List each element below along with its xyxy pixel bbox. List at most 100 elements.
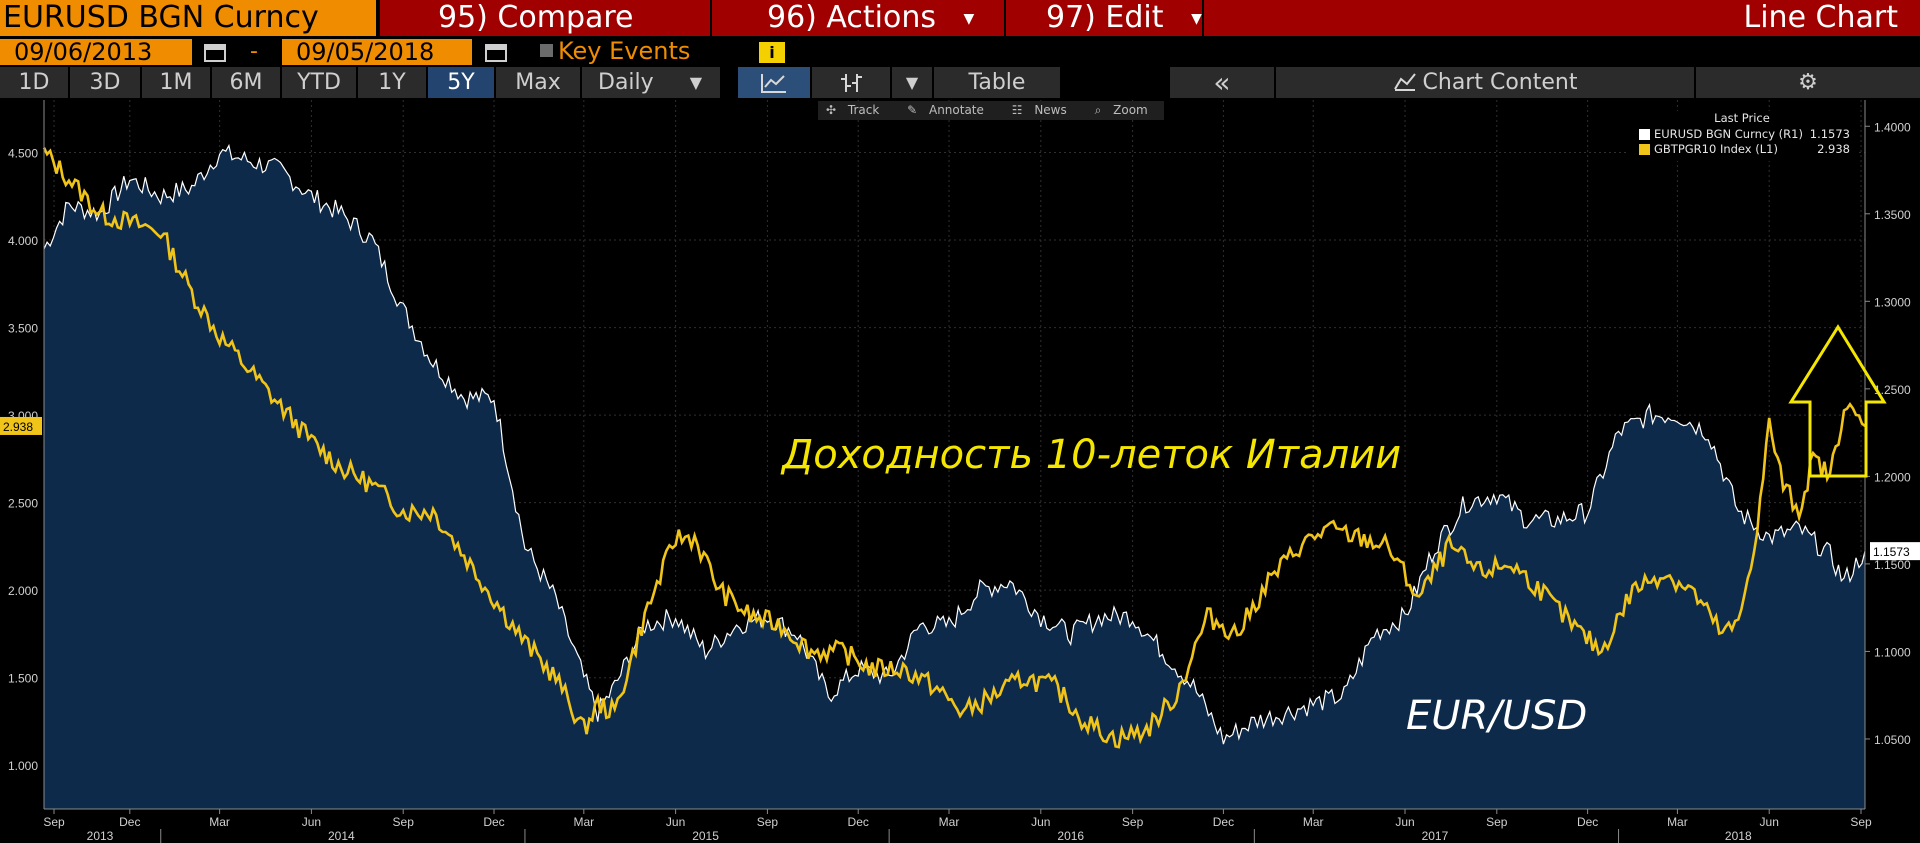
frequency-select[interactable]: Daily ▼ xyxy=(582,67,720,98)
chart-content-button[interactable]: Chart Content xyxy=(1276,67,1694,98)
legend-name-yield: GBTPGR10 Index (L1) xyxy=(1654,142,1778,156)
collapse-button[interactable]: « xyxy=(1170,67,1274,98)
start-date-field[interactable]: 09/06/2013 xyxy=(0,39,192,65)
right-tick-label: 1.2500 xyxy=(1874,383,1911,397)
period-5y-button[interactable]: 5Y xyxy=(428,67,494,98)
edit-menu-label: 97) Edit xyxy=(1046,0,1164,35)
left-tick-label: 2.000 xyxy=(8,584,38,598)
chevron-down-icon[interactable]: ▼ xyxy=(892,67,932,98)
last-value-left: 2.938 xyxy=(3,420,33,434)
x-tick-label: Mar xyxy=(939,815,960,829)
date-separator: - xyxy=(250,39,258,64)
gear-icon: ⚙ xyxy=(1798,70,1818,95)
italy-yield-annotation: Доходность 10-леток Италии xyxy=(782,432,1402,478)
x-tick-label: Jun xyxy=(1760,815,1779,829)
legend-value-eurusd: 1.1573 xyxy=(1809,127,1850,141)
period-6m-button[interactable]: 6M xyxy=(212,67,280,98)
x-tick-label: Jun xyxy=(666,815,685,829)
period-1m-button[interactable]: 1M xyxy=(142,67,210,98)
x-tick-label: Sep xyxy=(1122,815,1144,829)
line-chart: 1.0001.5002.0002.5003.0003.5004.0004.500… xyxy=(0,100,1920,843)
period-max-button[interactable]: Max xyxy=(496,67,580,98)
x-tick-label: Dec xyxy=(483,815,504,829)
chevron-down-icon: ▼ xyxy=(1191,10,1202,27)
edit-menu[interactable]: 97) Edit ▼ xyxy=(1006,0,1202,36)
bar-chart-mode-button[interactable] xyxy=(812,67,890,98)
x-tick-label: Mar xyxy=(1303,815,1324,829)
line-chart-mode-button[interactable] xyxy=(738,67,810,98)
news-tool[interactable]: ☷ News xyxy=(1011,103,1067,117)
actions-menu-label: 96) Actions xyxy=(767,0,936,35)
x-tick-label: Jun xyxy=(302,815,321,829)
x-tick-label: Mar xyxy=(209,815,230,829)
calendar-icon[interactable] xyxy=(204,42,226,62)
right-tick-label: 1.1500 xyxy=(1874,558,1911,572)
legend-value-yield: 2.938 xyxy=(1817,142,1850,156)
right-tick-label: 1.3500 xyxy=(1874,208,1911,222)
legend-swatch-eurusd xyxy=(1639,129,1650,140)
chevron-down-icon: ▼ xyxy=(963,10,975,27)
last-value-tag-left xyxy=(0,416,42,435)
x-tick-label: Dec xyxy=(119,815,140,829)
line-chart-icon xyxy=(761,74,786,93)
period-1y-button[interactable]: 1Y xyxy=(358,67,426,98)
calendar-icon[interactable] xyxy=(485,42,507,62)
x-tick-label: Mar xyxy=(573,815,594,829)
year-label: 2014 xyxy=(328,829,355,843)
key-events-label: Key Events xyxy=(558,37,691,65)
compare-menu-label: 95) Compare xyxy=(438,0,634,35)
eurusd-area xyxy=(44,145,1865,810)
x-tick-label: Jun xyxy=(1395,815,1414,829)
period-3d-button[interactable]: 3D xyxy=(70,67,140,98)
chart-mini-toolbar: ✣ Track ✎ Annotate ☷ News ⌕ Zoom xyxy=(818,101,1164,120)
right-tick-label: 1.3000 xyxy=(1874,295,1911,309)
year-label: 2015 xyxy=(692,829,719,843)
x-tick-label: Dec xyxy=(1577,815,1598,829)
ohlc-bars-icon xyxy=(841,74,862,92)
legend-title: Last Price xyxy=(1714,111,1770,125)
legend: Last Price EURUSD BGN Curncy (R1) 1.1573… xyxy=(1628,111,1856,161)
track-tool[interactable]: ✣ Track xyxy=(826,103,880,117)
actions-menu[interactable]: 96) Actions ▼ xyxy=(712,0,1004,36)
year-label: 2017 xyxy=(1422,829,1449,843)
right-tick-label: 1.2000 xyxy=(1874,470,1911,484)
x-tick-label: Jun xyxy=(1031,815,1050,829)
eurusd-line xyxy=(43,143,1866,745)
x-tick-label: Sep xyxy=(1486,815,1508,829)
x-tick-label: Dec xyxy=(1213,815,1234,829)
left-tick-label: 1.500 xyxy=(8,672,38,686)
period-ytd-button[interactable]: YTD xyxy=(282,67,356,98)
x-tick-label: Sep xyxy=(1850,815,1872,829)
ticker-field[interactable]: EURUSD BGN Curncy xyxy=(0,0,376,36)
title-bar: EURUSD BGN Curncy 95) Compare 96) Action… xyxy=(0,0,1920,37)
settings-button[interactable]: ⚙ xyxy=(1696,67,1920,98)
toolbar: 1D 3D 1M 6M YTD 1Y 5Y Max Daily ▼ ▼ Tabl… xyxy=(0,67,1920,99)
info-icon[interactable]: i xyxy=(759,42,785,63)
annotate-tool[interactable]: ✎ Annotate xyxy=(907,103,984,117)
up-arrow-annotation xyxy=(1788,324,1887,478)
zoom-tool[interactable]: ⌕ Zoom xyxy=(1094,103,1148,117)
left-tick-label: 2.500 xyxy=(8,497,38,511)
key-events-checkbox[interactable] xyxy=(540,44,553,57)
last-value-tag-right xyxy=(1870,542,1920,561)
eurusd-area-fill xyxy=(44,145,1865,810)
chart-content-label: Chart Content xyxy=(1422,70,1578,95)
year-label: 2018 xyxy=(1725,829,1752,843)
right-tick-label: 1.1000 xyxy=(1874,645,1911,659)
yield-line xyxy=(42,147,1866,749)
x-tick-label: Dec xyxy=(848,815,869,829)
compare-menu[interactable]: 95) Compare xyxy=(380,0,710,36)
x-tick-label: Sep xyxy=(43,815,65,829)
eurusd-annotation: EUR/USD xyxy=(1406,693,1588,739)
last-value-right: 1.1573 xyxy=(1873,545,1910,559)
left-tick-label: 3.500 xyxy=(8,322,38,336)
end-date-field[interactable]: 09/05/2018 xyxy=(282,39,472,65)
chart-content-icon xyxy=(1393,73,1416,91)
yield-series xyxy=(42,147,1866,749)
chevron-down-icon: ▼ xyxy=(689,73,702,92)
period-1d-button[interactable]: 1D xyxy=(0,67,68,98)
left-tick-label: 1.000 xyxy=(8,759,38,773)
table-button[interactable]: Table xyxy=(934,67,1060,98)
legend-name-eurusd: EURUSD BGN Curncy (R1) xyxy=(1654,127,1803,141)
x-tick-label: Sep xyxy=(393,815,415,829)
